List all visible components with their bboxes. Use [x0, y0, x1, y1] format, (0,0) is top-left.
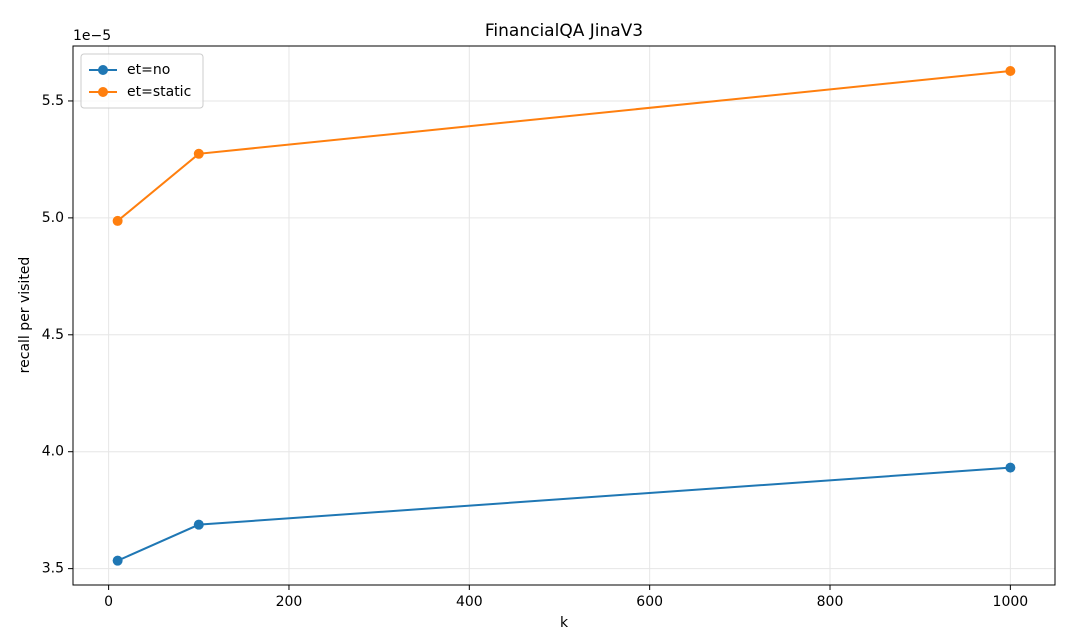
x-tick-label: 1000 — [993, 594, 1029, 610]
x-tick-label: 0 — [104, 594, 113, 610]
legend-label: et=no — [127, 62, 170, 78]
data-point — [193, 148, 204, 159]
x-tick-label: 800 — [817, 594, 844, 610]
plot-frame — [72, 45, 1056, 586]
y-tick-label: 5.0 — [42, 210, 64, 226]
data-point — [112, 555, 123, 566]
chart-title: FinancialQA JinaV3 — [485, 21, 643, 41]
y-tick-label: 3.5 — [42, 561, 64, 577]
y-axis-label: recall per visited — [17, 257, 33, 374]
legend-marker — [98, 87, 108, 97]
data-point — [1005, 66, 1016, 77]
legend-marker — [98, 65, 108, 75]
legend-box — [80, 53, 204, 109]
y-offset-label: 1e−5 — [73, 28, 111, 44]
y-tick-label: 4.0 — [42, 444, 64, 460]
y-tick-label: 5.5 — [42, 93, 64, 109]
data-point — [112, 215, 123, 226]
series-line — [116, 70, 1011, 222]
series-line — [117, 466, 1011, 562]
x-tick-label: 600 — [636, 594, 663, 610]
x-axis-label: k — [560, 615, 569, 631]
x-tick-label: 200 — [276, 594, 303, 610]
data-point — [1005, 462, 1016, 473]
data-point — [193, 519, 204, 530]
y-tick-label: 4.5 — [42, 327, 64, 343]
legend: et=no et=static — [80, 53, 204, 109]
legend-label: et=static — [127, 84, 191, 100]
x-tick-label: 400 — [456, 594, 483, 610]
